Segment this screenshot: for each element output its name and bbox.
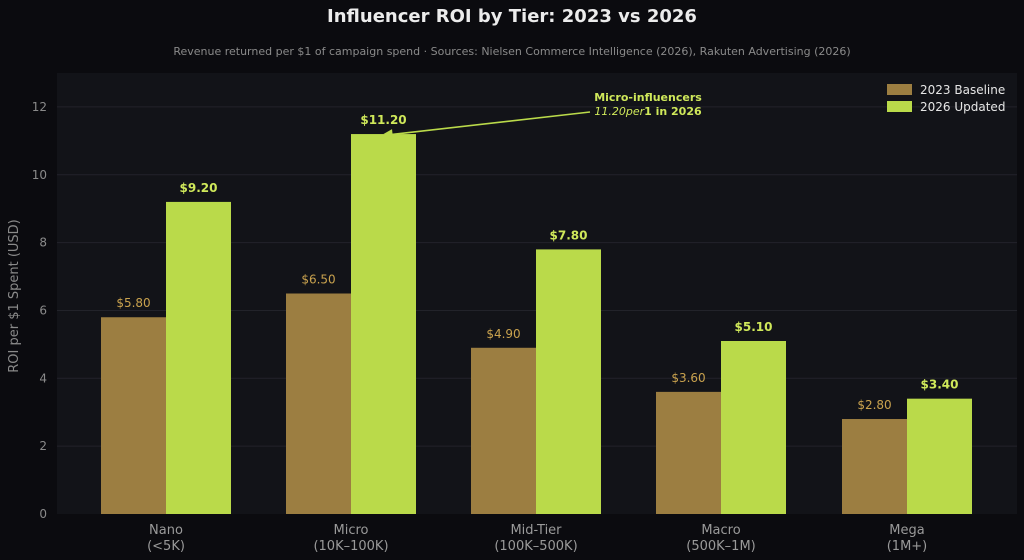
bar-value-label: $7.80 — [550, 228, 588, 242]
legend-swatch[interactable] — [887, 84, 912, 95]
bar-2023-baseline — [101, 317, 166, 514]
bar-2023-baseline — [656, 391, 721, 514]
bar-value-label: $4.90 — [486, 327, 520, 341]
x-tick-label: (<5K) — [147, 539, 185, 554]
bar-value-label: $5.10 — [735, 320, 773, 334]
y-tick-label: 8 — [39, 236, 47, 250]
bar-value-label: $9.20 — [180, 181, 218, 195]
annotation-arrow-head — [383, 129, 393, 138]
x-tick-label: (1M+) — [887, 539, 928, 554]
bar-2023-baseline — [471, 347, 536, 514]
bar-2026-updated — [907, 398, 972, 514]
bar-value-label: $3.40 — [921, 378, 959, 392]
bar-value-label: $5.80 — [116, 296, 150, 310]
bar-value-label: $6.50 — [301, 273, 335, 287]
bar-2023-baseline — [286, 293, 351, 514]
bar-2026-updated — [166, 201, 231, 514]
bar-2026-updated — [536, 249, 601, 514]
chart-subtitle: Revenue returned per $1 of campaign spen… — [173, 45, 850, 58]
legend-label[interactable]: 2023 Baseline — [920, 83, 1005, 97]
bar-2026-updated — [351, 134, 416, 515]
y-tick-label: 6 — [39, 303, 47, 317]
y-tick-label: 4 — [39, 371, 47, 385]
y-tick-label: 0 — [39, 507, 47, 521]
y-tick-label: 10 — [32, 168, 47, 182]
x-tick-label: Mid-Tier — [510, 523, 562, 538]
y-tick-label: 12 — [32, 100, 47, 114]
bar-value-label: $3.60 — [671, 371, 705, 385]
y-tick-label: 2 — [39, 439, 47, 453]
chart-title: Influencer ROI by Tier: 2023 vs 2026 — [327, 6, 697, 27]
bar-value-label: $2.80 — [857, 398, 891, 412]
x-tick-label: Micro — [334, 523, 369, 538]
legend[interactable]: 2023 Baseline 2026 Updated — [887, 83, 1005, 114]
x-tick-label: Mega — [889, 523, 924, 538]
annotation-detail: 11.20per1 in 2026 — [594, 105, 702, 118]
bars — [101, 134, 972, 515]
y-axis-label: ROI per $1 Spent (USD) — [7, 219, 22, 373]
y-axis-ticks: 0 2 4 6 8 10 12 — [32, 100, 47, 521]
x-tick-label: (10K–100K) — [313, 539, 388, 554]
data-labels: $5.80 $6.50 $4.90 $3.60 $2.80 $9.20 $11.20 $7.8… — [116, 113, 958, 412]
annotation-arrow-line — [386, 111, 591, 136]
x-tick-label: Nano — [149, 523, 183, 538]
legend-label[interactable]: 2026 Updated — [920, 100, 1005, 114]
bar-value-label: $11.20 — [360, 113, 406, 127]
annotation-title: Micro-influencers — [594, 91, 702, 104]
legend-swatch[interactable] — [887, 101, 912, 112]
x-tick-label: Macro — [701, 523, 740, 538]
bar-2023-baseline — [842, 419, 907, 514]
x-tick-label: (100K–500K) — [494, 539, 577, 554]
bar-2026-updated — [721, 340, 786, 514]
x-tick-label: (500K–1M) — [686, 539, 755, 554]
x-axis-ticks: Nano(<5K) Micro(10K–100K) Mid-Tier(100K–50… — [147, 523, 927, 554]
